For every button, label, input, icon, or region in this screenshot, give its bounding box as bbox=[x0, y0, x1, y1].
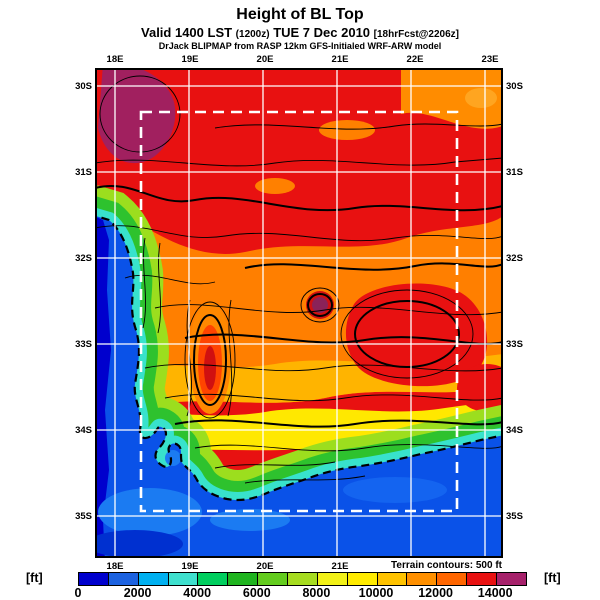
terrain-contours bbox=[95, 75, 503, 484]
left-axis-label-32S: 32S bbox=[75, 253, 92, 264]
ocean bbox=[95, 215, 503, 558]
left-axis-label-35S: 35S bbox=[75, 511, 92, 522]
bl-top-map bbox=[95, 68, 503, 558]
colorbar-segment-13 bbox=[467, 573, 498, 585]
colorbar-segment-12 bbox=[437, 573, 468, 585]
colorbar-segment-11 bbox=[407, 573, 438, 585]
colorbar-segment-4 bbox=[198, 573, 229, 585]
colorbar-tick-2000: 2000 bbox=[123, 586, 152, 600]
colorbar-tick-6000: 6000 bbox=[242, 586, 271, 600]
colorbar-segment-9 bbox=[347, 573, 378, 585]
top-axis-label-21E: 21E bbox=[331, 54, 349, 65]
colorbar-unit-right: [ft] bbox=[544, 571, 561, 585]
top-axis-label-20E: 20E bbox=[256, 54, 274, 65]
left-axis-label-30S: 30S bbox=[75, 81, 92, 92]
page-title: Height of BL Top bbox=[236, 6, 364, 23]
bottom-axis-label-19E: 19E bbox=[181, 561, 199, 572]
inner-domain-box bbox=[139, 110, 459, 513]
colorbar-segment-0 bbox=[79, 573, 109, 585]
left-axis-label-31S: 31S bbox=[75, 167, 92, 178]
valid-time-date: TUE 7 Dec 2010 bbox=[269, 25, 374, 40]
bottom-axis-label-18E: 18E bbox=[106, 561, 124, 572]
colorbar-tick-10000: 10000 bbox=[358, 586, 394, 600]
right-axis-label-34S: 34S bbox=[506, 425, 523, 436]
colorbar-tick-4000: 4000 bbox=[183, 586, 212, 600]
left-axis-label-34S: 34S bbox=[75, 425, 92, 436]
right-axis-label-32S: 32S bbox=[506, 253, 523, 264]
right-axis-label-33S: 33S bbox=[506, 339, 523, 350]
left-axis-label-33S: 33S bbox=[75, 339, 92, 350]
latlon-grid bbox=[95, 68, 503, 558]
colorbar-tick-8000: 8000 bbox=[302, 586, 331, 600]
colorbar-tick-0: 0 bbox=[74, 586, 82, 600]
right-axis-label-30S: 30S bbox=[506, 81, 523, 92]
top-axis-label-19E: 19E bbox=[181, 54, 199, 65]
colorbar-segment-3 bbox=[168, 573, 199, 585]
map-frame bbox=[95, 68, 503, 558]
top-axis-label-22E: 22E bbox=[406, 54, 424, 65]
top-axis-label-23E: 23E bbox=[481, 54, 499, 65]
model-source-line: DrJack BLIPMAP from RASP 12km GFS-Initia… bbox=[158, 41, 442, 51]
valid-time-zulu: (1200z) bbox=[235, 29, 270, 40]
right-axis-label-31S: 31S bbox=[506, 167, 523, 178]
colorbar bbox=[78, 572, 527, 586]
colorbar-segment-6 bbox=[258, 573, 289, 585]
colorbar-segment-7 bbox=[288, 573, 318, 585]
terrain-contour-note: Terrain contours: 500 ft bbox=[391, 560, 502, 571]
colorbar-unit-left: [ft] bbox=[26, 571, 43, 585]
map-panel bbox=[95, 68, 503, 558]
top-axis-label-18E: 18E bbox=[106, 54, 124, 65]
colorbar-segment-10 bbox=[377, 573, 408, 585]
bottom-axis-label-20E: 20E bbox=[256, 561, 274, 572]
colorbar-segment-5 bbox=[228, 573, 259, 585]
valid-time-line: Valid 1400 LST (1200z) TUE 7 Dec 2010 [1… bbox=[0, 25, 600, 40]
colorbar-tick-14000: 14000 bbox=[477, 586, 513, 600]
colorbar-segment-2 bbox=[138, 573, 169, 585]
colorbar-segment-1 bbox=[108, 573, 139, 585]
colorbar-segment-8 bbox=[317, 573, 348, 585]
right-axis-label-35S: 35S bbox=[506, 511, 523, 522]
forecast-hour-tag: [18hrFcst@2206z] bbox=[373, 29, 459, 40]
colorbar-segment-14 bbox=[497, 573, 526, 585]
bottom-axis-label-21E: 21E bbox=[331, 561, 349, 572]
valid-time-prefix: Valid 1400 LST bbox=[141, 25, 236, 40]
colorbar-tick-12000: 12000 bbox=[418, 586, 453, 600]
